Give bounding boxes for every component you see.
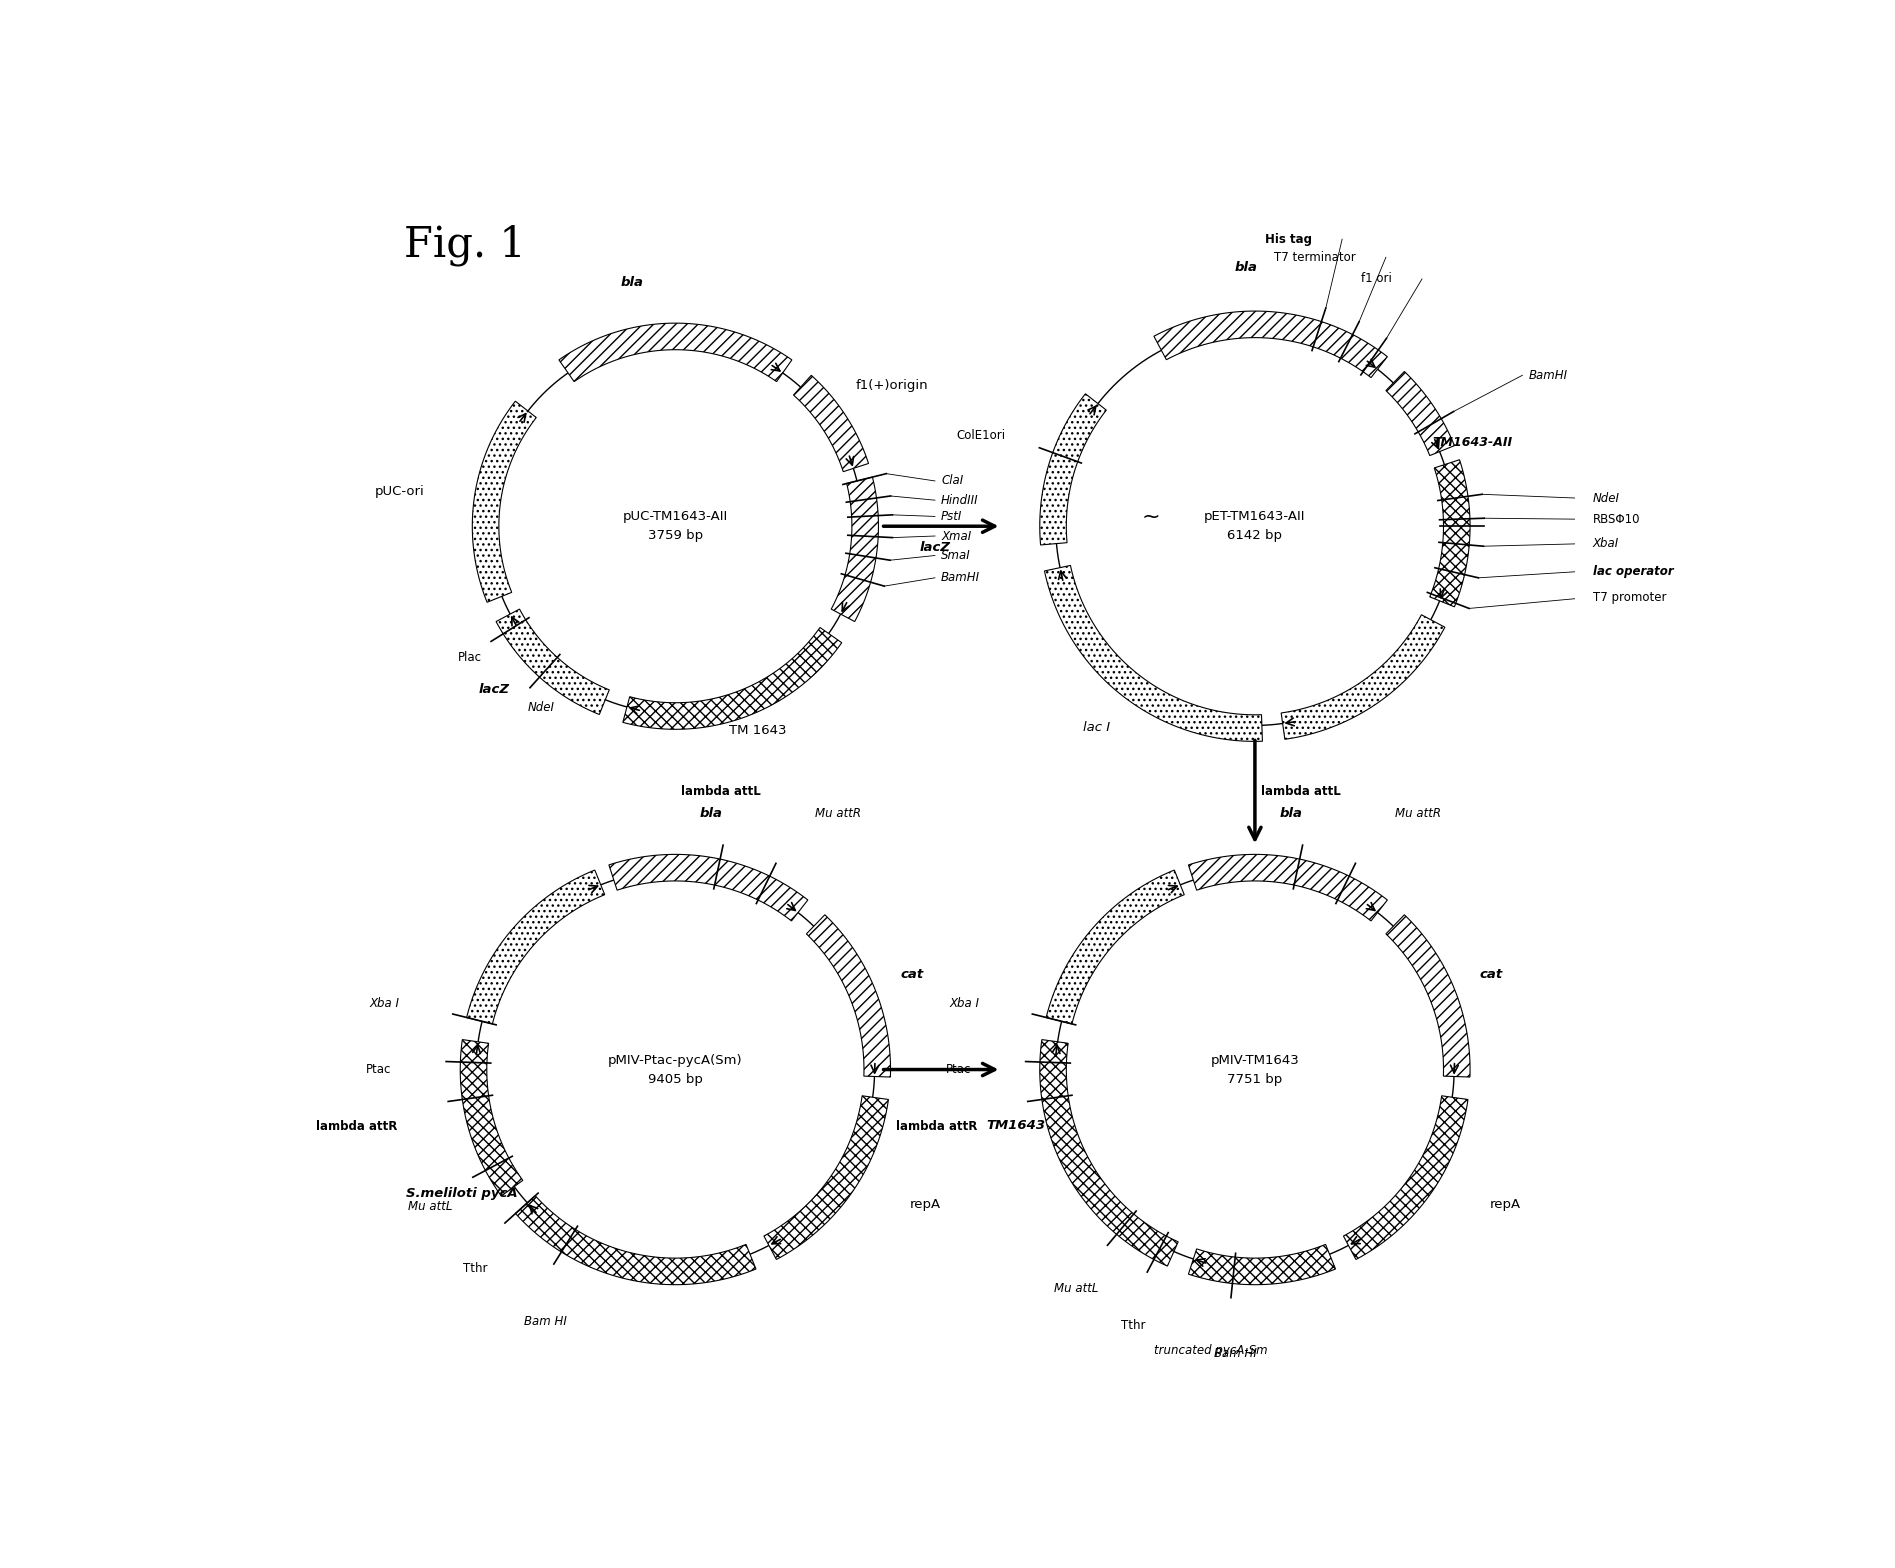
Text: repA: repA <box>1489 1198 1520 1210</box>
Text: S.meliloti pycA: S.meliloti pycA <box>406 1187 517 1200</box>
Text: lacZ: lacZ <box>479 682 510 696</box>
Text: cat: cat <box>1480 967 1503 980</box>
Text: XbaI: XbaI <box>1594 538 1618 550</box>
Text: PstI: PstI <box>942 510 963 522</box>
Text: TM1643-AII: TM1643-AII <box>1433 436 1512 448</box>
Text: Tthr: Tthr <box>464 1262 487 1275</box>
Text: Xba I: Xba I <box>949 997 980 1010</box>
Text: pUC-ori: pUC-ori <box>375 486 424 499</box>
Polygon shape <box>496 608 610 715</box>
Polygon shape <box>1040 394 1107 546</box>
Polygon shape <box>1188 855 1387 920</box>
Polygon shape <box>764 1096 889 1259</box>
Polygon shape <box>1385 914 1471 1077</box>
Text: RBSΦ10: RBSΦ10 <box>1594 513 1641 525</box>
Text: T7 promoter: T7 promoter <box>1594 591 1666 604</box>
Text: bla: bla <box>1234 260 1258 274</box>
Text: His tag: His tag <box>1266 232 1311 246</box>
Text: truncated pycA-Sm: truncated pycA-Sm <box>1154 1344 1268 1358</box>
Text: pET-TM1643-AII
6142 bp: pET-TM1643-AII 6142 bp <box>1203 510 1306 543</box>
Text: lac operator: lac operator <box>1594 564 1673 577</box>
Polygon shape <box>460 1040 523 1196</box>
Polygon shape <box>1044 566 1262 742</box>
Text: BamHI: BamHI <box>1529 368 1567 381</box>
Polygon shape <box>794 375 868 472</box>
Polygon shape <box>1344 1096 1469 1259</box>
Polygon shape <box>1040 1040 1179 1265</box>
Text: Mu attL: Mu attL <box>407 1200 453 1214</box>
Text: repA: repA <box>910 1198 940 1210</box>
Text: bla: bla <box>699 806 722 820</box>
Polygon shape <box>472 401 536 602</box>
Text: lacZ: lacZ <box>921 541 951 554</box>
Text: Bam HI: Bam HI <box>523 1314 567 1328</box>
Text: NdeI: NdeI <box>527 701 555 713</box>
Polygon shape <box>515 1196 756 1284</box>
Text: bla: bla <box>1279 806 1302 820</box>
Text: Mu attL: Mu attL <box>1054 1283 1099 1295</box>
Text: Fig. 1: Fig. 1 <box>404 224 525 267</box>
Text: Mu attR: Mu attR <box>815 808 860 820</box>
Text: lambda attR: lambda attR <box>316 1120 398 1132</box>
Polygon shape <box>608 855 807 920</box>
Text: pMIV-Ptac-pycA(Sm)
9405 bp: pMIV-Ptac-pycA(Sm) 9405 bp <box>608 1054 743 1085</box>
Polygon shape <box>1281 615 1444 739</box>
Text: bla: bla <box>622 276 644 290</box>
Text: lambda attR: lambda attR <box>896 1120 978 1132</box>
Text: ColE1ori: ColE1ori <box>957 430 1006 442</box>
Text: f1 ori: f1 ori <box>1361 273 1391 285</box>
Polygon shape <box>466 870 605 1024</box>
Polygon shape <box>1188 1245 1336 1284</box>
Polygon shape <box>832 477 879 621</box>
Polygon shape <box>623 627 841 729</box>
Text: BamHI: BamHI <box>942 571 980 585</box>
Polygon shape <box>559 323 792 381</box>
Text: TM 1643: TM 1643 <box>730 724 786 737</box>
Polygon shape <box>1154 310 1387 378</box>
Text: ClaI: ClaI <box>942 475 963 488</box>
Text: NdeI: NdeI <box>1594 492 1620 505</box>
Text: pUC-TM1643-AII
3759 bp: pUC-TM1643-AII 3759 bp <box>623 510 728 543</box>
Polygon shape <box>1429 459 1471 607</box>
Polygon shape <box>1385 372 1453 456</box>
Text: TM1643: TM1643 <box>987 1120 1046 1132</box>
Text: XmaI: XmaI <box>942 530 972 543</box>
Text: T7 terminator: T7 terminator <box>1273 251 1355 263</box>
Text: lambda attL: lambda attL <box>680 786 762 798</box>
Text: Ptac: Ptac <box>946 1063 970 1076</box>
Text: lac I: lac I <box>1082 721 1110 734</box>
Text: cat: cat <box>900 967 923 980</box>
Text: pMIV-TM1643
7751 bp: pMIV-TM1643 7751 bp <box>1211 1054 1300 1085</box>
Text: Mu attR: Mu attR <box>1395 808 1440 820</box>
Text: Tthr: Tthr <box>1122 1319 1145 1333</box>
Text: HindIII: HindIII <box>942 494 978 506</box>
Polygon shape <box>1046 870 1184 1024</box>
Text: ~: ~ <box>1143 506 1160 527</box>
Text: f1(+)origin: f1(+)origin <box>857 379 929 392</box>
Text: Bam HI: Bam HI <box>1215 1347 1256 1359</box>
Polygon shape <box>807 914 891 1077</box>
Text: SmaI: SmaI <box>942 549 970 561</box>
Text: Ptac: Ptac <box>366 1063 392 1076</box>
Text: lambda attL: lambda attL <box>1260 786 1340 798</box>
Text: Xba I: Xba I <box>370 997 400 1010</box>
Text: Plac: Plac <box>459 651 481 663</box>
